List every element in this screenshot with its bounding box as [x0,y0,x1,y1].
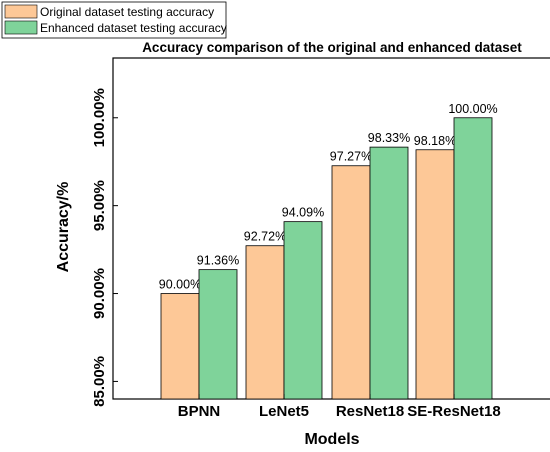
legend-label: Enhanced dataset testing accuracy [40,21,227,35]
data-label: 100.00% [448,102,497,116]
data-label: 98.18% [414,134,456,148]
bar-enhanced-bpnn [198,269,238,400]
legend-box [1,1,227,39]
bar-enhanced-resnet18 [369,146,409,400]
x-tick-label: BPNN [178,403,221,420]
bar-enhanced-se-resnet18 [453,117,493,400]
x-axis-title: Models [304,431,359,448]
y-tick-label: 85.00% [91,356,108,407]
x-tick-label: SE-ResNet18 [407,403,500,420]
x-tick-label: ResNet18 [336,403,404,420]
data-label: 90.00% [159,278,201,292]
chart-title: Accuracy comparison of the original and … [142,40,522,55]
data-label: 94.09% [282,206,324,220]
bar-original-bpnn [160,293,200,400]
bar-original-se-resnet18 [415,149,455,400]
y-tick-label: 90.00% [91,268,108,319]
data-label: 91.36% [197,254,239,268]
bar-original-resnet18 [331,165,371,400]
y-axis-title: Accuracy/% [55,182,72,273]
plot-area: 85.00% 90.00% 95.00% 100.00% 90.00% 91.36% BPN… [91,57,550,420]
legend-label: Original dataset testing accuracy [40,5,214,19]
legend-swatch [4,20,38,35]
y-tick-label: 100.00% [91,88,108,147]
bar-enhanced-lenet5 [283,221,323,400]
data-label: 98.33% [368,131,410,145]
data-label: 92.72% [244,230,286,244]
data-label: 97.27% [330,150,372,164]
legend: Original dataset testing accuracy Enhance… [1,1,227,39]
legend-swatch [4,4,38,19]
y-tick-label: 95.00% [91,180,108,231]
bar-original-lenet5 [245,245,285,400]
x-tick-label: LeNet5 [259,403,309,420]
